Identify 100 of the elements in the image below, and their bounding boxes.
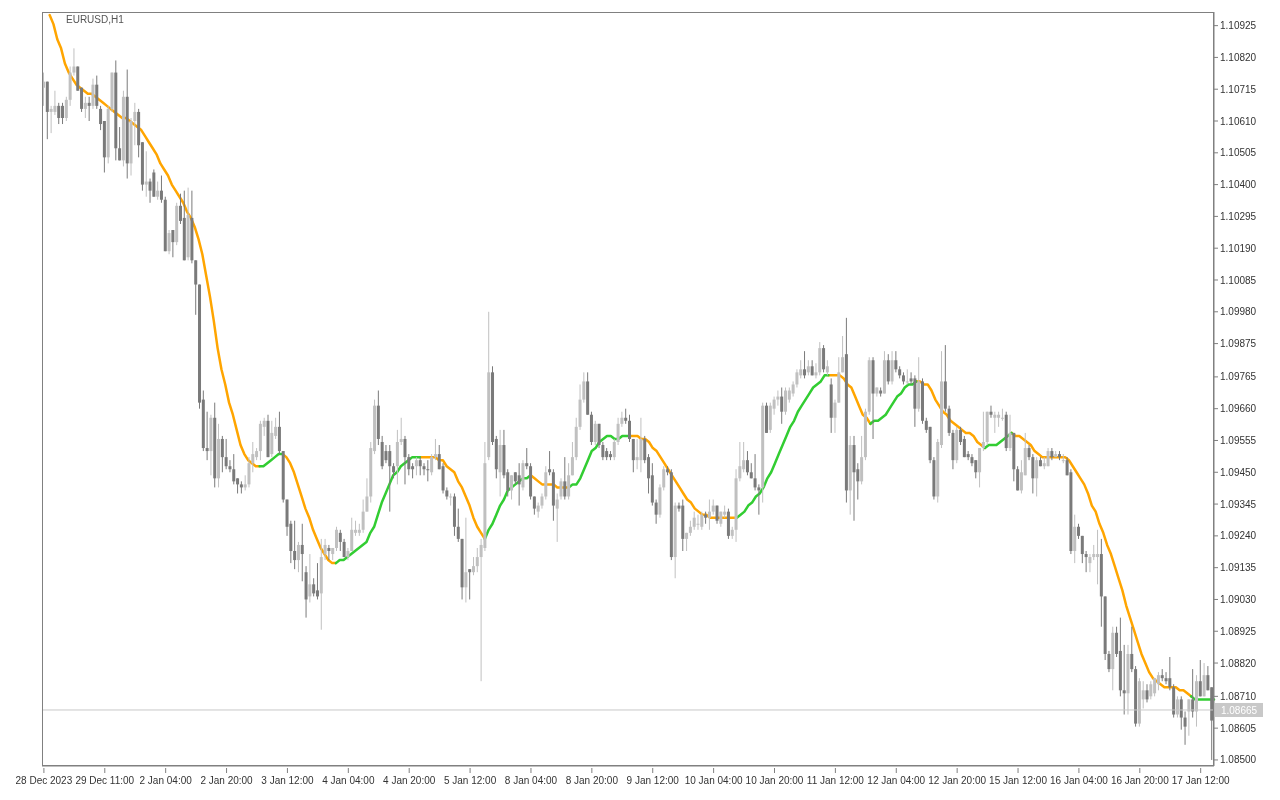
y-tick-label: 1.08820 (1220, 657, 1257, 669)
candlestick (335, 526, 338, 552)
candlestick (628, 414, 631, 443)
candlestick (118, 126, 122, 161)
candlestick (159, 175, 163, 204)
candlestick (548, 450, 552, 476)
x-tick-label: 4 Jan 04:00 (322, 775, 375, 786)
candlestick (1164, 671, 1168, 685)
x-tick-label: 16 Jan 04:00 (1050, 775, 1109, 786)
y-tick-label: 1.10820 (1220, 51, 1257, 63)
candlestick (167, 229, 171, 255)
candlestick (83, 96, 87, 119)
y-tick-label: 1.10085 (1220, 274, 1257, 286)
x-tick-label: 16 Jan 20:00 (1110, 775, 1170, 786)
x-tick-label: 2 Jan 04:00 (139, 775, 193, 786)
y-tick-label: 1.10925 (1220, 20, 1257, 32)
candlestick (464, 517, 468, 603)
candlestick (1016, 465, 1020, 491)
x-tick-label: 3 Jan 12:00 (261, 775, 315, 786)
y-tick-label: 1.08605 (1220, 722, 1257, 734)
candlestick (1198, 659, 1202, 697)
candlestick (890, 350, 894, 385)
x-tick-label: 12 Jan 04:00 (867, 775, 926, 786)
y-tick-label: 1.10715 (1220, 83, 1257, 95)
y-tick-label: 1.09450 (1220, 466, 1257, 478)
y-tick-label: 1.10610 (1220, 115, 1257, 127)
x-tick-label: 4 Jan 20:00 (383, 775, 436, 786)
x-tick-label: 11 Jan 12:00 (806, 775, 865, 786)
candlestick (361, 499, 365, 534)
candlestick (327, 544, 331, 561)
candlestick (1168, 656, 1172, 691)
x-tick-label: 9 Jan 12:00 (626, 775, 680, 786)
candlestick (510, 474, 514, 501)
candlestick (593, 420, 597, 446)
candlestick (981, 411, 985, 452)
x-tick-label: 10 Jan 04:00 (684, 775, 743, 786)
candlestick (631, 438, 635, 473)
y-tick-label: 1.09555 (1220, 435, 1257, 447)
candlestick (49, 105, 53, 134)
candlestick (414, 456, 418, 476)
y-tick-label: 1.09660 (1220, 403, 1257, 415)
y-tick-label: 1.10190 (1220, 242, 1257, 254)
candlestick (635, 438, 639, 470)
candlestick (312, 577, 316, 597)
candlestick (1000, 408, 1004, 422)
y-tick-label: 1.10400 (1220, 179, 1257, 191)
candlestick (293, 520, 297, 570)
y-tick-label: 1.10295 (1220, 210, 1257, 222)
candlestick (468, 568, 472, 600)
x-tick-label: 8 Jan 20:00 (565, 775, 619, 786)
candlestick (841, 335, 845, 373)
y-tick-label: 1.10505 (1220, 147, 1257, 159)
candlestick (426, 459, 430, 482)
candlestick (95, 75, 99, 110)
y-tick-label: 1.08925 (1220, 625, 1257, 637)
candlestick (1096, 529, 1100, 585)
candlestick (308, 553, 312, 603)
candlestick (1149, 680, 1153, 700)
x-tick-label: 29 Dec 11:00 (75, 775, 135, 786)
candlestick (456, 508, 460, 543)
candlestick (1145, 683, 1149, 703)
y-tick-label: 1.09875 (1220, 338, 1257, 350)
candlestick (780, 386, 784, 425)
y-tick-label: 1.09030 (1220, 594, 1257, 605)
y-tick-label: 1.08500 (1220, 754, 1257, 766)
candlestick (224, 438, 228, 470)
candlestick (247, 456, 251, 488)
candlestick (399, 417, 403, 446)
candlestick (525, 447, 529, 470)
candlestick (1156, 671, 1160, 691)
candlestick (692, 511, 696, 531)
y-tick-label: 1.08710 (1220, 690, 1257, 702)
candlestick (894, 350, 898, 373)
candlestick (989, 405, 993, 419)
candlestick (433, 438, 437, 461)
candlestick (296, 541, 300, 573)
candlestick (156, 181, 160, 201)
candlestick (315, 562, 319, 600)
candlestick (220, 435, 224, 473)
candlestick (1122, 644, 1126, 716)
candlestick (639, 417, 643, 473)
candlestick (1153, 677, 1157, 697)
candlestick (144, 150, 148, 198)
x-tick-label: 8 Jan 04:00 (504, 775, 558, 786)
candlestick (471, 556, 475, 576)
candlestick (1202, 662, 1206, 697)
x-tick-label: 17 Jan 12:00 (1171, 775, 1231, 786)
candlestick (171, 229, 175, 258)
candlestick (517, 462, 521, 507)
candlestick (57, 102, 61, 125)
candlestick (418, 456, 422, 476)
y-tick-label: 1.09240 (1220, 530, 1257, 542)
y-tick-label: 1.09345 (1220, 498, 1257, 510)
candlestick (563, 456, 567, 501)
candlestick (384, 444, 388, 464)
candlestick (1008, 414, 1012, 452)
candlestick (61, 102, 65, 125)
candlestick (700, 511, 704, 531)
candlestick (449, 492, 453, 507)
candlestick (430, 453, 434, 476)
